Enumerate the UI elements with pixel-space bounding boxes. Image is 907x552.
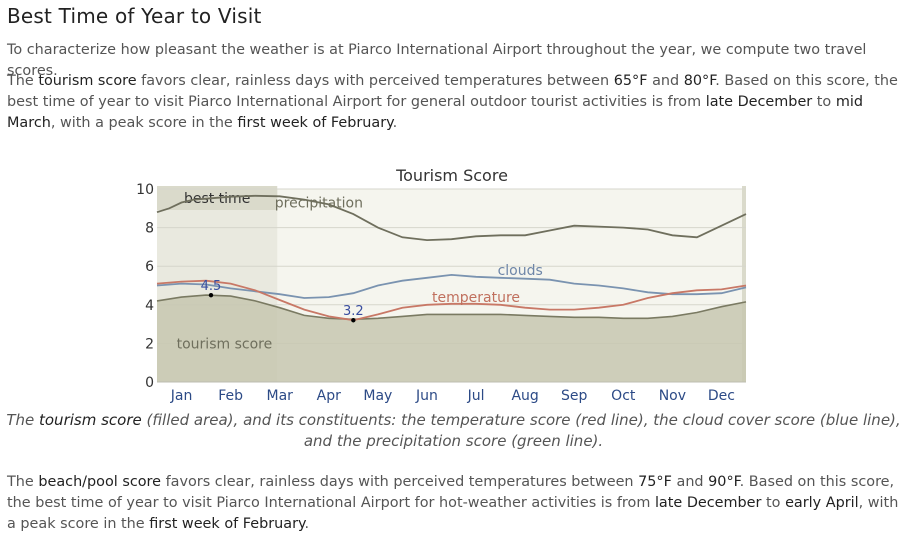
text: (filled area), and its constituents: the…	[141, 411, 901, 450]
constituent-lines	[156, 194, 747, 322]
y-tick-label: 2	[145, 336, 154, 352]
text: favors clear, rainless days with perceiv…	[161, 474, 639, 490]
annotation-label: 4.5	[201, 279, 222, 294]
highlight: first week of February	[149, 516, 305, 532]
tourism-score-area	[156, 294, 747, 382]
tourism-paragraph: The tourism score favors clear, rainless…	[7, 71, 902, 134]
x-tick-label: Nov	[659, 388, 686, 404]
chart-title: Tourism Score	[395, 166, 508, 185]
annotation-marker	[351, 318, 356, 323]
highlight: tourism score	[39, 411, 142, 429]
x-tick-label: Aug	[511, 388, 538, 404]
highlight: late December	[654, 495, 762, 511]
section-title: Best Time of Year to Visit	[7, 4, 262, 28]
y-tick-label: 0	[145, 375, 154, 391]
highlight: 65°F	[613, 73, 648, 89]
text: The	[7, 73, 39, 89]
x-tick-label: Dec	[708, 388, 735, 404]
highlight: early April	[785, 495, 859, 511]
text: to	[761, 495, 786, 511]
text: , with a peak score in the	[50, 115, 238, 131]
y-tick-label: 4	[145, 298, 154, 314]
clouds-label: clouds	[498, 263, 543, 279]
x-tick-label: Jun	[415, 388, 438, 404]
x-tick-label: Feb	[218, 388, 243, 404]
highlight: mid March	[7, 94, 863, 131]
precipitation-label: precipitation	[275, 196, 363, 212]
temperature-label: temperature	[432, 290, 520, 306]
y-tick-label: 6	[145, 259, 154, 275]
highlight: tourism score	[38, 73, 137, 89]
x-tick-label: May	[363, 388, 392, 404]
annotation-marker	[208, 292, 214, 298]
highlight: 75°F	[638, 474, 672, 490]
beach-paragraph: The beach/pool score favors clear, rainl…	[7, 472, 902, 535]
x-tick-label: Mar	[266, 388, 293, 404]
intro-paragraph: To characterize how pleasant the weather…	[7, 42, 867, 79]
tourism-score-label: tourism score	[177, 336, 273, 352]
text: . Based on this score, the best time of …	[7, 73, 898, 110]
tourism-score-line	[156, 294, 747, 321]
y-tick-label: 10	[136, 182, 154, 198]
text: . Based on this score, the best time of …	[7, 474, 895, 511]
y-tick-label: 8	[145, 221, 154, 237]
highlight: first week of February	[237, 115, 393, 131]
text: favors clear, rainless days with perceiv…	[136, 73, 614, 89]
best-time-label: best time	[184, 191, 250, 207]
chart-caption: The tourism score (filled area), and its…	[0, 410, 907, 452]
tourism-score-fill	[157, 295, 746, 382]
clouds-line	[156, 273, 747, 299]
text: .	[392, 115, 398, 131]
highlight: beach/pool score	[38, 474, 162, 490]
best-time-edge	[742, 186, 746, 382]
x-tick-label: Jan	[170, 388, 193, 404]
highlight: 90°F	[708, 474, 740, 490]
tourism-score-chart: Tourism Score best time precipitation clo…	[136, 166, 747, 404]
text: and	[671, 474, 709, 490]
temperature-line	[156, 279, 747, 322]
highlight: 80°F	[683, 73, 716, 89]
annotation-label: 3.2	[343, 304, 364, 319]
highlight: late December	[705, 94, 813, 110]
x-tick-label: Jul	[467, 388, 485, 404]
text: The	[7, 474, 39, 490]
text: and	[647, 73, 684, 89]
text: .	[304, 516, 310, 532]
x-tick-label: Sep	[561, 388, 588, 404]
series-labels: precipitation clouds temperature tourism sc…	[177, 196, 543, 353]
axes: 0 2 4 6 8 10 Jan Feb Mar Apr May Jun Jul Aug Sep Oct Nov…	[136, 182, 746, 404]
text: , with a peak score in the	[7, 495, 899, 532]
text: to	[812, 94, 836, 110]
precipitation-line	[156, 194, 747, 242]
x-tick-label: Apr	[317, 388, 341, 404]
x-tick-label: Oct	[611, 388, 636, 404]
text: The	[6, 411, 39, 429]
